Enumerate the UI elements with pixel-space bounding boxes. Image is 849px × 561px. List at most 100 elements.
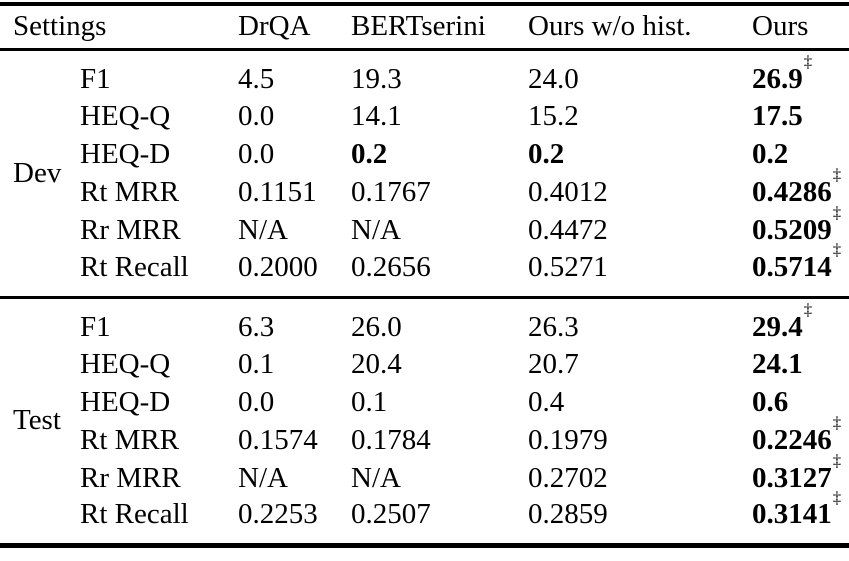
value-cell: N/A (238, 211, 351, 249)
value-text: 0.2507 (351, 498, 431, 531)
metric-label: Rr MRR (80, 461, 181, 494)
column-header-ours-wo-hist: Ours w/o hist. (528, 4, 752, 51)
value-text: 0.0 (238, 99, 275, 132)
double-dagger-marker: ‡ (832, 412, 842, 432)
section-dev: Dev F1 4.5 19.3 24.0 26.9‡ HEQ-Q 0.0 14.1 15.2 17.… (0, 49, 849, 297)
column-header-ours: Ours (752, 4, 849, 51)
value-cell: 0.2 (752, 135, 849, 173)
double-dagger-marker: ‡ (803, 52, 813, 72)
double-dagger-marker: ‡ (832, 487, 842, 507)
value-text: N/A (238, 213, 288, 246)
value-text: 0.1151 (238, 175, 317, 208)
value-cell: 0.2000 (238, 249, 351, 297)
value-cell: 19.3 (351, 49, 528, 97)
value-text: 0.4286 (752, 175, 832, 208)
value-text: 0.0 (238, 137, 275, 170)
value-text: 20.4 (351, 347, 402, 380)
metric-label: HEQ-D (80, 137, 171, 170)
value-text: 0.1979 (528, 423, 608, 456)
value-cell: N/A (351, 459, 528, 497)
value-cell: 0.2 (528, 135, 752, 173)
value-cell: N/A (238, 459, 351, 497)
value-text: 0.5271 (528, 250, 608, 283)
table-row: HEQ-D 0.0 0.2 0.2 0.2 (0, 135, 849, 173)
value-cell: 0.2656 (351, 249, 528, 297)
value-text: 0.4012 (528, 175, 608, 208)
value-text: 0.2702 (528, 461, 608, 494)
value-cell: 24.0 (528, 49, 752, 97)
section-test: Test F1 6.3 26.0 26.3 29.4‡ HEQ-Q 0.1 20.4 20.7 24… (0, 297, 849, 545)
value-cell: 15.2 (528, 97, 752, 135)
value-cell: 0.1 (351, 383, 528, 421)
value-cell: 0.0 (238, 135, 351, 173)
results-table: Settings DrQA BERTserini Ours w/o hist. … (0, 2, 849, 548)
value-text: 15.2 (528, 99, 579, 132)
value-cell: 0.1979 (528, 421, 752, 459)
column-header-settings: Settings (0, 4, 238, 51)
value-text: 26.0 (351, 310, 402, 343)
value-text: 0.3127 (752, 461, 832, 494)
metric-label: Rt MRR (80, 175, 180, 208)
value-cell: N/A (351, 211, 528, 249)
double-dagger-marker: ‡ (832, 164, 842, 184)
value-cell: 17.5 (752, 97, 849, 135)
value-cell: 0.5271 (528, 249, 752, 297)
value-cell: 4.5 (238, 49, 351, 97)
value-cell: 24.1 (752, 345, 849, 383)
value-text: 0.2859 (528, 498, 608, 531)
value-cell: 26.3 (528, 297, 752, 345)
value-text: 0.2 (752, 137, 789, 170)
metric-label: F1 (80, 310, 111, 343)
value-cell: 0.2246‡ (752, 414, 849, 459)
table-row: Rt Recall 0.2253 0.2507 0.2859 0.3141‡ (0, 489, 849, 545)
value-cell: 0.1574 (238, 421, 351, 459)
value-text: 4.5 (238, 62, 275, 95)
table-row: Rt Recall 0.2000 0.2656 0.5271 0.5714‡ (0, 241, 849, 297)
value-text: 0.5209 (752, 213, 832, 246)
value-text: 20.7 (528, 347, 579, 380)
value-text: N/A (351, 213, 401, 246)
table-row: Rt MRR 0.1151 0.1767 0.4012 0.4286‡ (0, 166, 849, 211)
table-row: Rr MRR N/A N/A 0.2702 0.3127‡ (0, 452, 849, 497)
value-cell: 0.4 (528, 383, 752, 421)
value-text: 0.4 (528, 385, 565, 418)
section-label-dev: Dev (13, 156, 62, 189)
value-text: 0.2253 (238, 498, 318, 531)
value-text: 0.2000 (238, 250, 318, 283)
value-cell: 26.9‡ (752, 49, 849, 97)
double-dagger-marker: ‡ (832, 202, 842, 222)
double-dagger-marker: ‡ (803, 300, 813, 320)
value-text: 14.1 (351, 99, 402, 132)
value-text: 0.3141 (752, 498, 832, 531)
double-dagger-marker: ‡ (832, 450, 842, 470)
metric-label: Rt Recall (80, 498, 189, 531)
value-cell: 6.3 (238, 297, 351, 345)
value-cell: 0.4472 (528, 211, 752, 249)
value-text: N/A (351, 461, 401, 494)
value-cell: 0.4286‡ (752, 166, 849, 211)
value-cell: 20.7 (528, 345, 752, 383)
value-text: 0.1 (238, 347, 275, 380)
value-text: 0.1574 (238, 423, 318, 456)
value-cell: 0.5714‡ (752, 241, 849, 297)
value-text: 26.3 (528, 310, 579, 343)
value-cell: 0.2859 (528, 497, 752, 545)
table-row: HEQ-Q 0.1 20.4 20.7 24.1 (0, 345, 849, 383)
value-text: 0.2 (528, 137, 565, 170)
value-text: 0.0 (238, 385, 275, 418)
value-text: 29.4 (752, 310, 803, 343)
value-text: 0.2246 (752, 423, 832, 456)
value-text: N/A (238, 461, 288, 494)
metric-label: HEQ-D (80, 385, 171, 418)
value-cell: 29.4‡ (752, 297, 849, 345)
value-cell: 0.0 (238, 97, 351, 135)
metric-label: Rt Recall (80, 250, 189, 283)
value-cell: 0.3127‡ (752, 452, 849, 497)
value-cell: 0.2702 (528, 459, 752, 497)
metric-label: Rr MRR (80, 213, 181, 246)
value-cell: 14.1 (351, 97, 528, 135)
value-cell: 0.0 (238, 383, 351, 421)
metric-label: HEQ-Q (80, 347, 171, 380)
value-cell: 0.1151 (238, 173, 351, 211)
